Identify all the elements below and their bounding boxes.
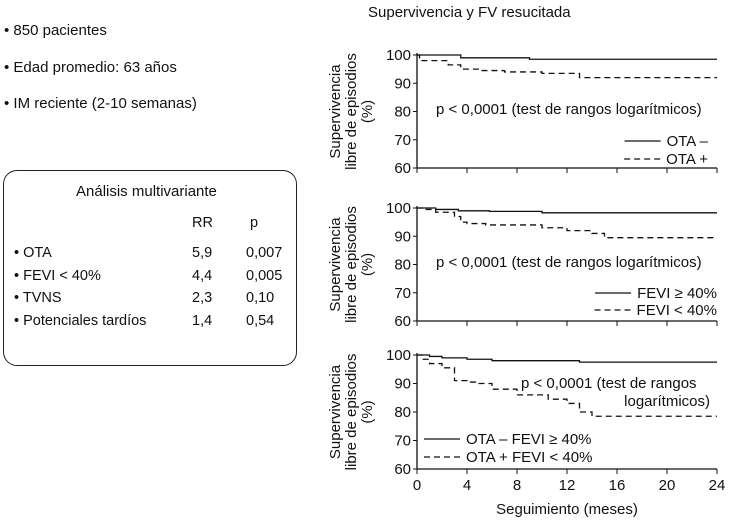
y-axis-label: Supervivencia bbox=[327, 217, 344, 312]
y-tick-label: 100 bbox=[386, 347, 411, 364]
bullet-patients: • 850 pacientes bbox=[4, 22, 107, 39]
series-line-0 bbox=[417, 54, 717, 60]
legend-label: OTA + bbox=[666, 151, 708, 168]
bullet-age: • Edad promedio: 63 años bbox=[4, 59, 177, 76]
series-line-0 bbox=[417, 207, 717, 214]
x-tick-label: 0 bbox=[413, 477, 421, 494]
p-value-annotation: p < 0,0001 (test de rangos bbox=[521, 375, 697, 392]
series-line-1 bbox=[417, 354, 717, 417]
y-tick-label: 100 bbox=[386, 47, 411, 64]
table-cell-rr: 4,4 bbox=[192, 267, 213, 284]
table-cell-label: • FEVI < 40% bbox=[14, 267, 101, 284]
table-cell-p: 0,007 bbox=[246, 245, 283, 261]
y-tick-label: 60 bbox=[394, 313, 411, 330]
y-axis-label: Supervivencia bbox=[327, 64, 344, 159]
series-line-1 bbox=[417, 207, 717, 239]
table-cell-label: • Potenciales tardíos bbox=[14, 312, 147, 329]
chart-panel-0: 60 70 80 90 100 Supervivencia libre de episodi… bbox=[327, 47, 718, 177]
p-value-annotation: logarítmicos) bbox=[624, 393, 710, 410]
x-tick-label: 12 bbox=[559, 477, 576, 494]
table-cell-rr: 5,9 bbox=[192, 245, 213, 261]
header-rr: RR bbox=[192, 215, 213, 231]
legend-label: FEVI ≥ 40% bbox=[637, 285, 717, 302]
x-tick-label: 24 bbox=[709, 477, 726, 494]
y-tick-label: 90 bbox=[394, 376, 411, 393]
table-cell-rr: 1,4 bbox=[192, 312, 213, 329]
table-cell-rr: 2,3 bbox=[192, 290, 213, 306]
table-cell-p: 0,54 bbox=[246, 312, 275, 329]
x-axis-label: Seguimiento (meses) bbox=[496, 501, 638, 518]
legend-label: OTA + FEVI < 40% bbox=[466, 449, 592, 466]
table-title: Análisis multivariante bbox=[76, 183, 217, 200]
legend-label: FEVI < 40% bbox=[637, 302, 717, 319]
chart-title: Supervivencia y FV resucitada bbox=[368, 4, 571, 21]
y-tick-label: 90 bbox=[394, 75, 411, 92]
series-line-0 bbox=[417, 354, 717, 363]
y-axis-label: (%) bbox=[359, 400, 376, 423]
bullet-mi: • IM reciente (2-10 semanas) bbox=[4, 95, 197, 112]
table-cell-p: 0,005 bbox=[246, 267, 283, 284]
p-value-annotation: p < 0,0001 (test de rangos logarítmicos) bbox=[436, 101, 702, 118]
chart-panel-1: 60 70 80 90 100 Supervivencia libre de episodi… bbox=[327, 200, 718, 330]
y-tick-label: 80 bbox=[394, 104, 411, 121]
y-tick-label: 80 bbox=[394, 257, 411, 274]
multivariate-table: Análisis multivariante RR p • OTA 5,9 0,00… bbox=[3, 170, 297, 366]
table-cell-label: • OTA bbox=[14, 245, 52, 261]
y-tick-label: 100 bbox=[386, 200, 411, 217]
p-value-annotation: p < 0,0001 (test de rangos logarítmicos) bbox=[436, 254, 702, 271]
y-tick-label: 60 bbox=[394, 461, 411, 478]
legend-label: OTA – bbox=[667, 133, 709, 150]
chart-panel-2: 60 70 80 90 100 0 4 8 12 16 20 24 Supervivencia libre… bbox=[327, 347, 725, 518]
x-tick-label: 8 bbox=[513, 477, 521, 494]
header-p: p bbox=[250, 215, 259, 231]
y-axis-label: (%) bbox=[359, 100, 376, 123]
table-cell-label: • TVNS bbox=[14, 290, 62, 306]
y-tick-label: 80 bbox=[394, 404, 411, 421]
table-cell-p: 0,10 bbox=[246, 290, 275, 306]
y-tick-label: 70 bbox=[394, 132, 411, 149]
y-tick-label: 70 bbox=[394, 285, 411, 302]
y-tick-label: 90 bbox=[394, 228, 411, 245]
y-axis-label: (%) bbox=[359, 253, 376, 276]
x-tick-label: 20 bbox=[659, 477, 676, 494]
x-tick-label: 16 bbox=[609, 477, 626, 494]
y-axis-label: libre de episodios bbox=[343, 354, 360, 471]
legend-label: OTA – FEVI ≥ 40% bbox=[466, 431, 592, 448]
y-tick-label: 70 bbox=[394, 433, 411, 450]
y-axis-label: Supervivencia bbox=[327, 364, 344, 459]
y-axis-label: libre de episodios bbox=[343, 206, 360, 323]
y-tick-label: 60 bbox=[394, 160, 411, 177]
x-tick-label: 4 bbox=[463, 477, 471, 494]
y-axis-label: libre de episodios bbox=[343, 53, 360, 170]
series-line-1 bbox=[417, 54, 717, 79]
